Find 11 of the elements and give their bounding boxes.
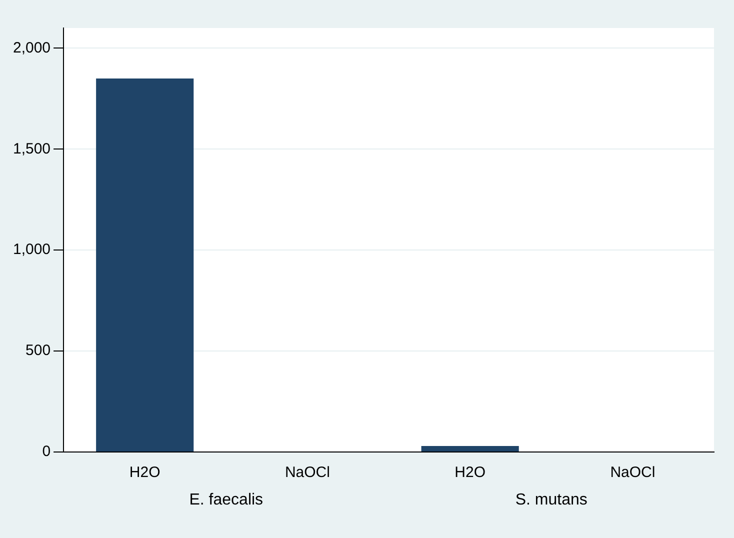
y-tick-label: 2,000 [12, 39, 51, 56]
text: S. mutans [515, 491, 588, 508]
y-tick-label: 1,500 [12, 140, 51, 158]
x-tick-label: H2O [129, 464, 160, 482]
y-tick-label: 500 [26, 342, 51, 360]
x-tick-label: NaOCl [284, 464, 330, 482]
x-tick-label: H2O [454, 464, 486, 482]
y-tick-label: 1,000 [12, 241, 51, 258]
text: E. faecalis [189, 491, 264, 508]
y-tick-label: 0 [42, 443, 51, 460]
x-tick-label: NaOCl [610, 464, 656, 482]
